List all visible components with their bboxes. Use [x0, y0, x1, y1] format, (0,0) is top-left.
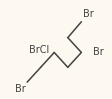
Text: Br: Br — [15, 84, 26, 94]
Text: Br: Br — [92, 47, 102, 58]
Text: Br: Br — [82, 9, 93, 19]
Text: BrCl: BrCl — [29, 45, 49, 56]
